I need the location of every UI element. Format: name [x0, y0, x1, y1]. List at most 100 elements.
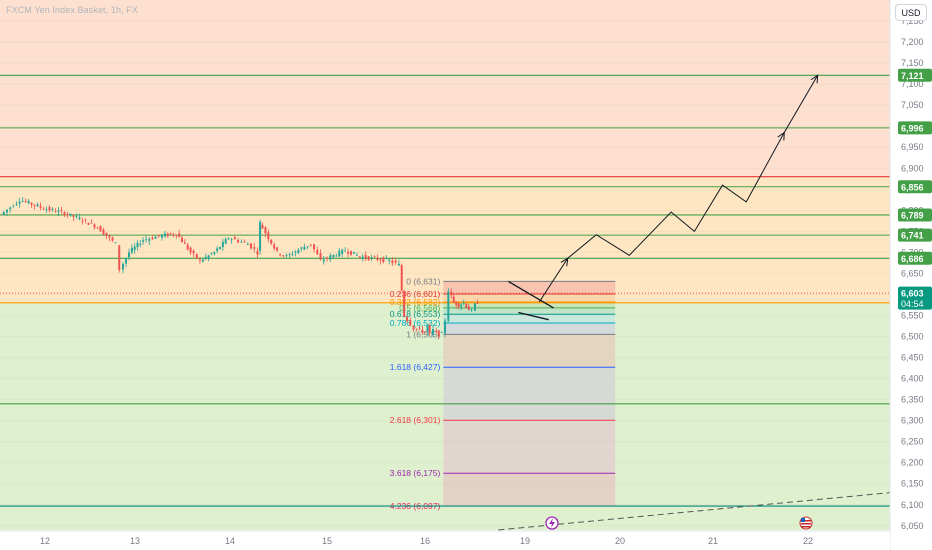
price-tick-label: 6,350 [901, 395, 924, 405]
dashed-trend-line[interactable] [498, 491, 896, 531]
candle-body [160, 234, 163, 238]
triangle-upper[interactable] [508, 280, 554, 309]
candle-body [379, 259, 382, 261]
candle-body [48, 207, 51, 211]
price-tick-label: 7,100 [901, 79, 924, 89]
candle-body [186, 244, 189, 250]
chart-title: FXCM Yen Index Basket, 1h, FX [6, 5, 138, 15]
candle-body [329, 255, 332, 260]
candle-body [227, 238, 230, 240]
price-tick-label: 6,550 [901, 310, 924, 320]
fib-band [443, 294, 616, 303]
candle-body [87, 222, 90, 225]
candle-body [418, 327, 421, 329]
candle-body [246, 244, 249, 246]
time-axis-bg [0, 531, 890, 550]
candle-body [303, 246, 306, 250]
candle-body [391, 260, 394, 264]
candle-body [163, 233, 166, 237]
candle-body [221, 241, 224, 248]
candle-body [288, 254, 291, 255]
level-price-badge-text: 6,996 [901, 123, 924, 133]
candle-body [465, 303, 468, 308]
arrowhead [560, 257, 569, 267]
level-price-badge-text: 6,856 [901, 182, 924, 192]
price-tick-label: 6,300 [901, 416, 924, 426]
candle-body [382, 257, 385, 263]
projection-path[interactable] [538, 75, 819, 303]
candle-body [385, 258, 388, 260]
candle-body [90, 222, 93, 224]
candle-body [75, 216, 78, 217]
candle-body [350, 250, 353, 255]
currency-button[interactable]: USD [895, 4, 927, 21]
candle-body [33, 204, 36, 206]
candle-body [397, 263, 400, 266]
time-axis[interactable]: 12 13 14 15 16 19 20 21 22 [0, 530, 890, 550]
fib-label: 1 (6,505) [406, 329, 440, 339]
candle-body [148, 238, 151, 241]
level-price-badge-text: 6,789 [901, 210, 924, 220]
candle-body [18, 201, 21, 204]
candle-body [233, 237, 236, 240]
candle-body [335, 255, 338, 257]
time-tick-label: 14 [225, 536, 235, 546]
candle-body [297, 249, 300, 254]
candle-body [51, 208, 54, 210]
candle-body [136, 242, 139, 248]
price-axis[interactable]: 7,2507,2007,1507,1007,0507,0006,9506,900… [889, 0, 932, 550]
fib-band [443, 323, 616, 335]
candle-body [178, 233, 181, 238]
candle-body [355, 255, 358, 256]
candle-body [237, 239, 240, 243]
candle-body [364, 255, 367, 259]
candle-body [291, 254, 294, 256]
candle-body [462, 302, 465, 304]
candle-body [316, 249, 319, 255]
arrowhead [810, 74, 819, 84]
us-flag-icon[interactable] [799, 516, 813, 530]
candle-body [9, 207, 12, 210]
candle-body [415, 328, 418, 330]
candle-body [426, 325, 429, 332]
horizontal-levels[interactable] [0, 74, 890, 507]
candle-body [352, 251, 355, 254]
fib-band [443, 302, 616, 308]
price-tick-label: 6,150 [901, 479, 924, 489]
candle-body [452, 296, 455, 303]
price-zones [0, 0, 890, 530]
candle-body [207, 255, 210, 259]
candle-body [370, 257, 373, 258]
candle-body [421, 329, 424, 333]
candle-body [322, 259, 325, 262]
candle-body [460, 304, 463, 307]
candle-body [175, 234, 178, 236]
fib-band [443, 307, 616, 315]
level-price-badge [898, 208, 932, 222]
price-tick-label: 6,400 [901, 374, 924, 384]
candle-body [133, 246, 136, 250]
candle-body [114, 242, 117, 244]
candle-body [183, 242, 186, 244]
drawings[interactable] [498, 74, 896, 531]
fib-band [443, 420, 616, 474]
candle-body [406, 316, 409, 322]
candle-body [332, 254, 335, 258]
candle-body [428, 325, 431, 333]
candle-body [367, 256, 370, 260]
fib-label: 0.786 (6,532) [390, 318, 441, 328]
candle-body [261, 224, 264, 229]
candle-body [400, 265, 403, 291]
candle-body [45, 209, 48, 211]
candle-body [338, 250, 341, 257]
level-price-badge-text: 6,741 [901, 231, 924, 241]
price-tick-label: 6,250 [901, 437, 924, 447]
triangle-lower[interactable] [518, 311, 549, 321]
candle-body [447, 291, 450, 322]
candle-body [139, 244, 142, 246]
candle-body [145, 239, 148, 241]
price-tick-label: 7,150 [901, 58, 924, 68]
candle-body [224, 239, 227, 244]
lightning-icon[interactable] [545, 516, 559, 530]
